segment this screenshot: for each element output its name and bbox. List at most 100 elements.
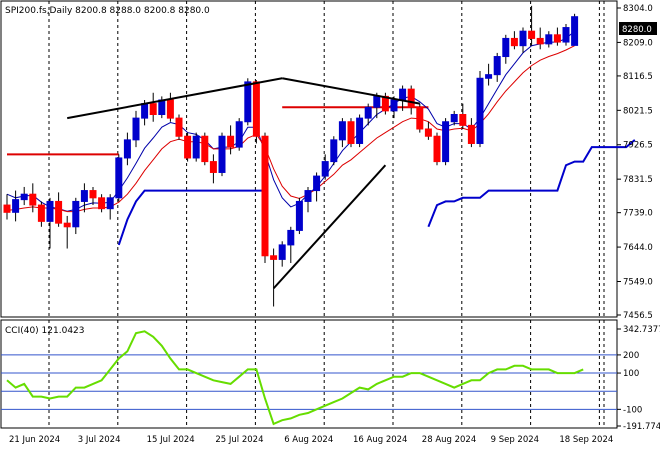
candle-body (132, 117, 140, 141)
grid-layer (48, 1, 605, 428)
candle-body (416, 106, 424, 130)
candle-body (510, 37, 518, 47)
x-tick-label: 21 Jun 2024 (9, 435, 60, 445)
y-tick-label: 8304.0 (623, 4, 653, 14)
candle-body (20, 193, 28, 201)
candle-body (175, 117, 183, 137)
x-tick-label: 6 Aug 2024 (284, 435, 333, 445)
cci-y-tick-label: 342.7377 (623, 325, 660, 335)
candle-body (158, 99, 166, 115)
candle-body (287, 229, 295, 246)
axes: 21 Jun 2024 3 Jul 2024 15 Jul 2024 25 Jul 2… (9, 4, 660, 445)
candle-body (356, 117, 364, 144)
trend-line (272, 164, 387, 290)
candle-body (89, 190, 97, 199)
cci-y-tick-label: 200 (623, 351, 639, 361)
candle-body (209, 161, 217, 173)
candle-body (63, 222, 71, 228)
y-tick-label: 7549.0 (623, 277, 653, 287)
candle-body (55, 200, 63, 224)
y-tick-label: 7831.5 (623, 175, 653, 185)
candle-body (270, 255, 278, 260)
candle-body (123, 139, 131, 159)
candle-body (424, 128, 432, 137)
candle-body (37, 204, 45, 222)
cci-y-tick-label: 100 (623, 369, 639, 379)
candle-body (571, 16, 579, 46)
candle-body (407, 88, 415, 108)
x-tick-label: 15 Jul 2024 (147, 435, 195, 445)
y-tick-label: 8116.5 (623, 72, 653, 82)
candle-body (72, 200, 80, 228)
current-price-tag (619, 22, 657, 35)
candle-body (218, 135, 226, 173)
y-tick-label: 7456.5 (623, 311, 653, 321)
candle-body (278, 244, 286, 260)
candle-body (442, 121, 450, 163)
candle-body (29, 193, 37, 206)
cci-y-tick-label: -100 (623, 405, 642, 415)
chart-symbol-header: SPI200.fs,Daily 8200.8 8288.0 8200.8 828… (5, 6, 210, 16)
candle-body (166, 99, 174, 119)
candle-body (485, 74, 493, 79)
candle-body (192, 135, 200, 159)
candle-body (536, 37, 544, 45)
candle-body (450, 113, 458, 123)
x-tick-label: 18 Sep 2024 (559, 435, 613, 445)
slow-ma-line (6, 45, 575, 213)
fast-ma-line (6, 30, 575, 212)
candle-body (141, 103, 149, 119)
current-price-label: 8280.0 (622, 25, 652, 35)
x-tick-label: 9 Sep 2024 (491, 435, 539, 445)
candle-body (330, 139, 338, 163)
candle-body (373, 95, 381, 108)
candle-body (545, 34, 553, 45)
candle-body (252, 81, 260, 137)
candle-body (227, 135, 235, 148)
trend-line (282, 77, 420, 105)
candle-body (149, 103, 157, 115)
candle-body (528, 30, 536, 39)
candle-body (313, 175, 321, 192)
candle-body (553, 34, 561, 43)
candle-body (201, 135, 209, 163)
candle-body (562, 27, 570, 43)
y-tick-label: 7926.5 (623, 141, 653, 151)
candle-body (502, 37, 510, 58)
candle-body (12, 199, 20, 213)
candle-body (390, 99, 398, 112)
candle-body (106, 197, 114, 210)
candle-body (80, 190, 88, 202)
x-tick-label: 25 Jul 2024 (215, 435, 263, 445)
candle-body (46, 200, 54, 222)
candle-body (467, 124, 475, 144)
candle-body (304, 190, 312, 202)
level-lines (7, 106, 429, 156)
cci-header: CCI(40) 121.0423 (5, 326, 85, 336)
moving-averages (6, 30, 575, 213)
candle-body (115, 157, 123, 199)
x-tick-label: 28 Aug 2024 (422, 435, 476, 445)
candle-body (493, 56, 501, 76)
candle-body (519, 30, 527, 47)
candle-body (295, 200, 303, 231)
y-tick-label: 8209.0 (623, 38, 653, 48)
cci-line (6, 330, 584, 426)
x-tick-label: 3 Jul 2024 (78, 435, 121, 445)
trend-line (67, 77, 283, 120)
stop-line (117, 139, 636, 246)
cci-lines (1, 330, 617, 426)
candle-body (244, 81, 252, 123)
cci-panel-frame (0, 319, 618, 429)
y-tick-label: 8021.5 (623, 106, 653, 116)
candle-body (261, 135, 269, 257)
cci-y-tick-label: -191.7749 (623, 422, 660, 432)
candle-body (476, 77, 484, 144)
candle-body (235, 121, 243, 148)
candle-body (459, 113, 467, 126)
trend-lines (67, 77, 420, 290)
candle-body (347, 121, 355, 144)
candle-body (338, 121, 346, 141)
